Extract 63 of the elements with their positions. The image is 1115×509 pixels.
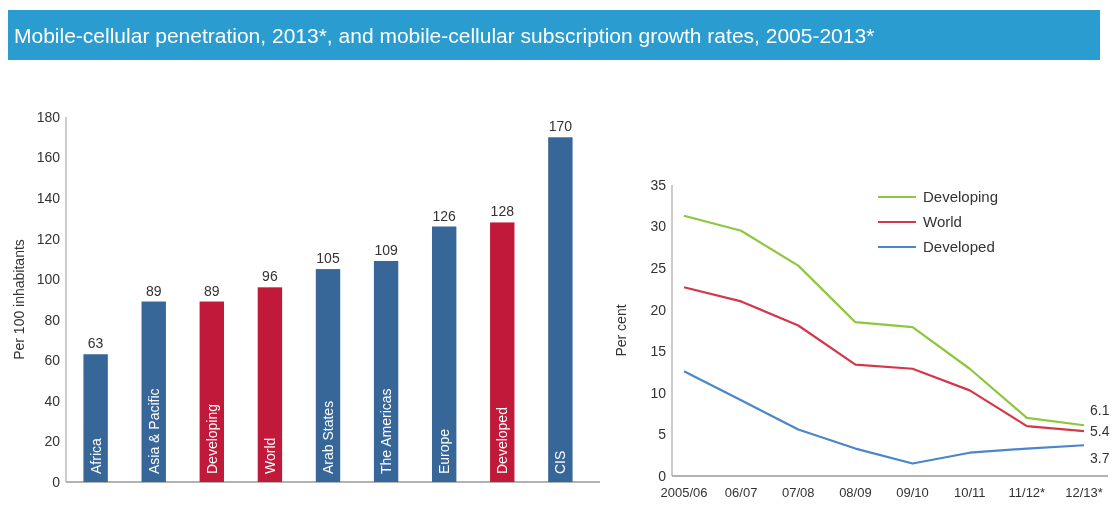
y-tick-label: 25 <box>650 260 667 277</box>
data-label: 89 <box>204 282 220 299</box>
legend-label: Developing <box>923 188 999 206</box>
data-label: 96 <box>262 268 278 285</box>
x-tick-label: 2005/06 <box>660 485 708 500</box>
data-label: 3.7 <box>1090 450 1110 467</box>
y-tick-label: 15 <box>650 343 667 360</box>
data-label: 109 <box>374 241 398 258</box>
y-axis-title: Per 100 inhabitants <box>11 239 27 360</box>
x-tick-label: 08/09 <box>839 485 872 500</box>
data-label: 6.1 <box>1090 402 1110 419</box>
legend-label: World <box>923 213 962 231</box>
x-tick-label: CIS <box>552 450 569 474</box>
y-tick-label: 20 <box>650 301 667 318</box>
bar <box>315 269 341 482</box>
y-tick-label: 180 <box>36 108 61 125</box>
y-tick-label: 60 <box>44 352 61 369</box>
y-tick-label: 80 <box>44 311 61 328</box>
y-tick-label: 160 <box>36 149 61 166</box>
line-series <box>682 286 1086 433</box>
x-tick-label: 12/13* <box>1065 485 1103 500</box>
x-tick-label: 10/11 <box>953 485 986 500</box>
data-label: 170 <box>548 118 573 135</box>
y-tick-label: 100 <box>36 271 61 288</box>
y-tick-label: 10 <box>650 384 667 401</box>
data-label: 63 <box>87 335 104 352</box>
data-label: 89 <box>145 282 162 299</box>
y-tick-label: 0 <box>52 473 61 490</box>
y-tick-label: 5 <box>658 426 667 443</box>
x-tick-label: 09/10 <box>896 485 929 500</box>
y-tick-label: 0 <box>658 467 667 484</box>
bar <box>490 222 515 482</box>
x-tick-label: World <box>261 437 278 474</box>
y-tick-label: 30 <box>650 218 667 235</box>
x-tick-label: Europe <box>436 428 453 474</box>
bar <box>548 137 573 482</box>
bar <box>373 260 399 482</box>
y-tick-label: 40 <box>44 392 61 409</box>
x-tick-label: Developed <box>494 407 511 474</box>
legend-label: Developed <box>923 238 995 256</box>
x-tick-label: Arab States <box>320 400 336 474</box>
line-series <box>682 214 1086 427</box>
bar <box>431 226 457 482</box>
data-label: 126 <box>432 207 457 224</box>
y-tick-label: 35 <box>650 176 667 193</box>
data-label: 128 <box>490 203 515 220</box>
x-tick-label: The Americas <box>378 388 395 474</box>
bar <box>83 354 108 482</box>
bar <box>257 287 283 482</box>
y-axis-title: Per cent <box>613 304 629 357</box>
y-tick-label: 140 <box>36 190 61 207</box>
line-series <box>682 370 1086 465</box>
x-tick-label: Asia & Pacific <box>145 388 162 474</box>
data-label: 105 <box>316 250 340 267</box>
x-tick-label: 06/07 <box>724 485 758 500</box>
x-tick-label: 11/12* <box>1008 485 1046 500</box>
x-tick-label: Africa <box>87 438 104 474</box>
data-label: 5.4 <box>1090 423 1110 439</box>
x-tick-label: Developing <box>203 403 220 474</box>
x-tick-label: 07/08 <box>782 485 815 500</box>
y-tick-label: 120 <box>36 230 61 247</box>
chart-title: Mobile-cellular penetration, 2013*, and mobile-cellular subscription growth rates, 2005-2013* <box>14 24 875 47</box>
y-tick-label: 20 <box>44 433 61 450</box>
